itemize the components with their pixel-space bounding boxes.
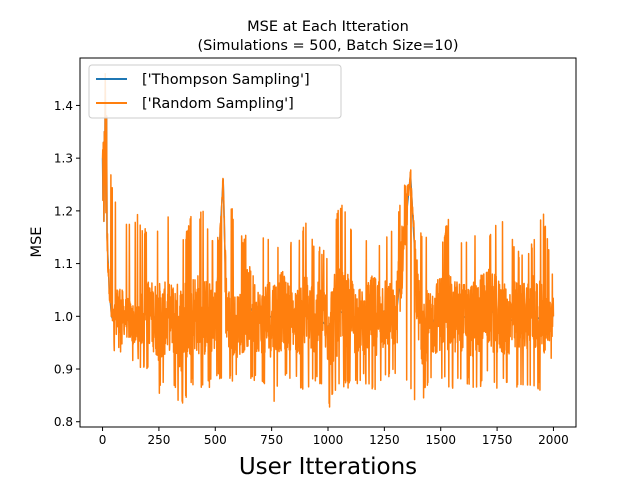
- x-axis-ticks: 0 250 500 750 1000 1250 1500 1750 2000: [99, 427, 569, 447]
- x-tick-label: 250: [147, 433, 170, 447]
- y-tick-label: 1.4: [54, 99, 73, 113]
- y-axis-label: MSE: [29, 227, 45, 258]
- y-tick-label: 1.2: [54, 204, 73, 218]
- x-tick-label: 1250: [369, 433, 400, 447]
- legend-label-thompson: ['Thompson Sampling']: [142, 72, 310, 88]
- x-tick-label: 2000: [538, 433, 569, 447]
- y-tick-label: 0.9: [54, 363, 73, 377]
- chart-title: MSE at Each Itteration: [247, 19, 409, 35]
- series-layer: [101, 73, 555, 408]
- series-line-random: [101, 73, 555, 408]
- x-tick-label: 750: [260, 433, 283, 447]
- legend-label-random: ['Random Sampling']: [142, 96, 294, 112]
- x-axis-label: User Itterations: [239, 454, 417, 480]
- legend: ['Thompson Sampling'] ['Random Sampling'…: [88, 64, 342, 119]
- x-tick-label: 1750: [482, 433, 513, 447]
- y-tick-label: 1.0: [54, 310, 73, 324]
- chart-subtitle: (Simulations = 500, Batch Size=10): [197, 38, 458, 54]
- y-axis-ticks: 0.8 0.9 1.0 1.1 1.2 1.3 1.4: [54, 99, 80, 429]
- legend-box: [88, 64, 342, 119]
- y-tick-label: 1.1: [54, 257, 73, 271]
- y-tick-label: 0.8: [54, 415, 73, 429]
- x-tick-label: 500: [204, 433, 227, 447]
- x-tick-label: 1500: [425, 433, 456, 447]
- y-tick-label: 1.3: [54, 152, 73, 166]
- x-tick-label: 0: [99, 433, 107, 447]
- x-tick-label: 1000: [313, 433, 344, 447]
